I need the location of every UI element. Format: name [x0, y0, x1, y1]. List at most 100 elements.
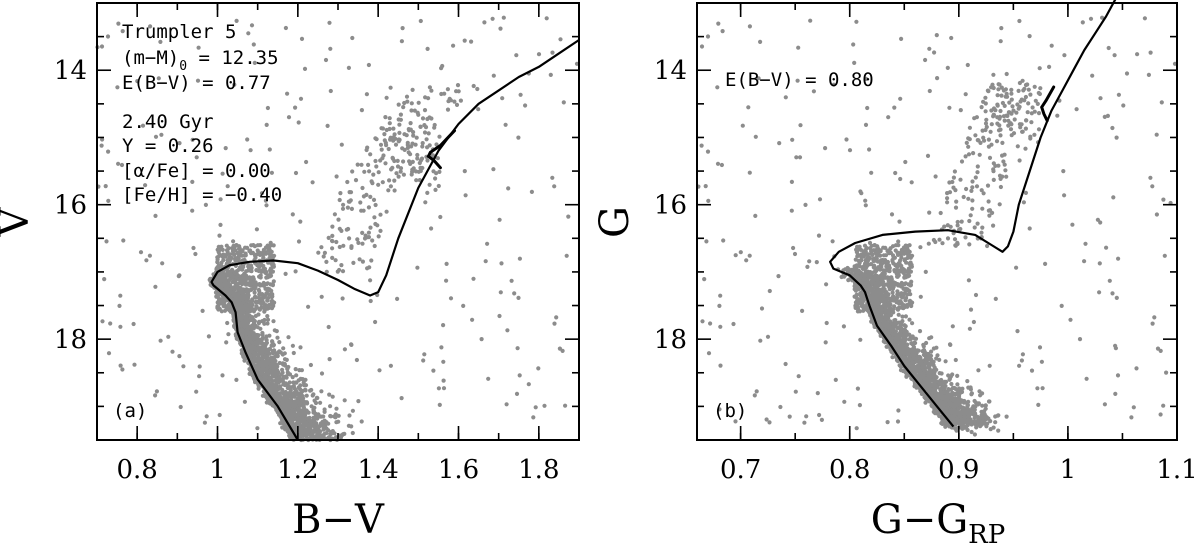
star-point: [514, 53, 519, 58]
star-point: [945, 196, 950, 201]
star-point: [900, 319, 905, 324]
star-point: [333, 415, 338, 420]
star-point: [222, 278, 228, 283]
star-point: [298, 345, 303, 350]
star-point: [454, 102, 460, 107]
star-point: [345, 179, 350, 185]
star-point: [402, 132, 407, 137]
star-point: [894, 300, 899, 305]
star-point: [376, 234, 381, 239]
star-point: [379, 126, 384, 131]
star-point: [392, 188, 397, 193]
star-point: [364, 235, 369, 240]
star-point: [214, 266, 219, 271]
star-point: [424, 137, 429, 142]
star-point: [885, 248, 890, 254]
star-point: [283, 25, 288, 31]
star-point: [247, 350, 252, 355]
star-point: [296, 239, 302, 244]
star-point: [471, 276, 476, 281]
star-point: [402, 100, 407, 106]
star-point: [876, 296, 882, 302]
star-point: [281, 391, 286, 396]
star-point: [870, 297, 875, 303]
star-point: [512, 291, 517, 296]
star-point: [370, 181, 375, 186]
star-point: [242, 358, 247, 363]
star-point: [895, 306, 900, 311]
star-point: [392, 132, 397, 137]
star-point: [976, 416, 981, 421]
star-point: [900, 314, 905, 319]
star-point: [498, 26, 503, 31]
star-point: [451, 43, 456, 48]
star-point: [899, 333, 904, 338]
star-point: [275, 354, 280, 359]
star-point: [317, 424, 322, 429]
star-point: [408, 121, 413, 126]
star-point: [852, 284, 857, 289]
star-point: [436, 386, 441, 391]
star-point: [423, 125, 429, 130]
star-point: [400, 26, 405, 31]
star-point: [458, 98, 463, 103]
star-point: [503, 122, 508, 127]
star-point: [391, 126, 396, 131]
star-point: [347, 413, 352, 418]
star-point: [242, 399, 247, 404]
star-point: [223, 286, 228, 291]
star-point: [217, 412, 222, 418]
star-point: [367, 169, 372, 174]
star-point: [969, 392, 974, 397]
star-point: [462, 169, 467, 174]
star-point: [248, 148, 253, 153]
star-point: [116, 21, 121, 26]
star-point: [349, 206, 354, 211]
star-point: [255, 426, 260, 431]
star-point: [968, 385, 973, 390]
star-point: [265, 105, 270, 111]
star-point: [470, 317, 475, 322]
star-point: [300, 409, 305, 414]
star-point: [264, 122, 269, 127]
star-point: [929, 335, 934, 340]
star-point: [440, 63, 445, 69]
star-point: [245, 276, 250, 281]
star-point: [497, 217, 502, 222]
star-point: [908, 260, 913, 265]
star-point: [886, 301, 891, 306]
star-point: [272, 389, 277, 394]
star-point: [949, 381, 954, 387]
star-point: [237, 277, 242, 282]
star-point: [872, 263, 877, 268]
star-point: [407, 159, 412, 164]
star-point: [265, 314, 270, 319]
star-point: [249, 243, 254, 248]
star-point: [398, 112, 403, 117]
star-point: [280, 367, 285, 372]
star-point: [200, 308, 205, 313]
y-tick-label: 14: [54, 56, 87, 86]
star-point: [881, 253, 887, 258]
star-point: [401, 159, 406, 164]
star-point: [255, 299, 260, 305]
star-point: [418, 18, 423, 24]
star-point: [327, 357, 332, 362]
star-point: [893, 248, 898, 253]
annotation-alpha-fe: [α/Fe] = 0.00: [122, 160, 271, 182]
star-point: [244, 269, 249, 274]
star-point: [310, 180, 315, 185]
star-point: [261, 319, 266, 324]
star-point: [106, 149, 111, 154]
star-point: [387, 178, 392, 183]
star-point: [972, 225, 977, 230]
star-point: [431, 368, 436, 373]
star-point: [384, 127, 389, 133]
star-point: [244, 316, 249, 321]
star-point: [410, 87, 415, 92]
star-point: [420, 141, 425, 146]
star-point: [319, 294, 324, 299]
star-point: [239, 317, 244, 322]
y-axis-label-a: V: [0, 206, 38, 237]
star-point: [942, 379, 947, 384]
